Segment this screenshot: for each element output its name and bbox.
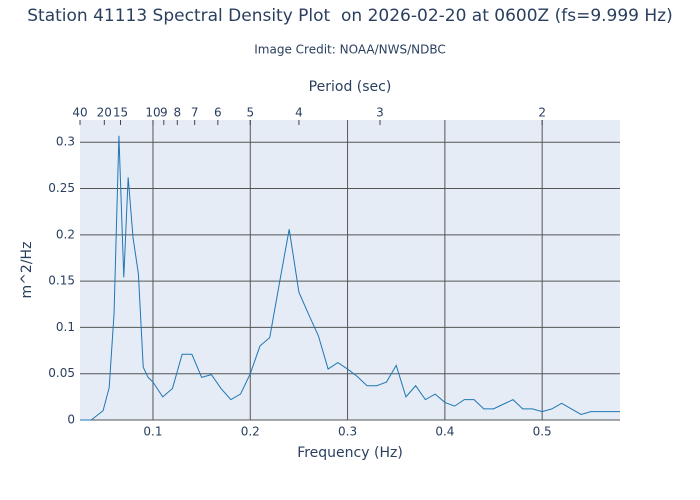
x2-tick-label: 7 [191,106,199,120]
x2-tick-label: 3 [376,106,384,120]
x-tick-label: 0.1 [143,425,162,439]
x2-tick-label: 10 [145,106,160,120]
y-tick-label: 0.05 [48,366,75,380]
x-tick-label: 0.5 [533,425,552,439]
y-tick-label: 0.25 [48,181,75,195]
x2-tick-label: 2 [538,106,546,120]
plot-area [80,120,620,420]
chart-subtitle: Image Credit: NOAA/NWS/NDBC [254,43,445,57]
x2-tick-label: 4 [295,106,303,120]
x2-tick-label: 20 [97,106,112,120]
y-tick-label: 0 [67,413,75,427]
x2-tick-label: 15 [113,106,128,120]
x2-axis-title: Period (sec) [309,79,392,95]
x-tick-label: 0.2 [241,425,260,439]
y-axis-title: m^2/Hz [19,242,35,299]
y-tick-label: 0.3 [56,135,75,149]
x2-tick-label: 6 [214,106,222,120]
x2-tick-label: 9 [160,106,168,120]
x-tick-label: 0.4 [435,425,454,439]
x2-tick-label: 8 [173,106,181,120]
x-axis-title: Frequency (Hz) [297,445,403,461]
x-tick-label: 0.3 [338,425,357,439]
x2-tick-label: 40 [72,106,87,120]
y-tick-label: 0.2 [56,227,75,241]
y-tick-label: 0.15 [48,274,75,288]
chart-title: Station 41113 Spectral Density Plot on 2… [27,6,673,26]
y-tick-label: 0.1 [56,320,75,334]
x2-tick-label: 5 [246,106,254,120]
data-line [80,135,620,421]
